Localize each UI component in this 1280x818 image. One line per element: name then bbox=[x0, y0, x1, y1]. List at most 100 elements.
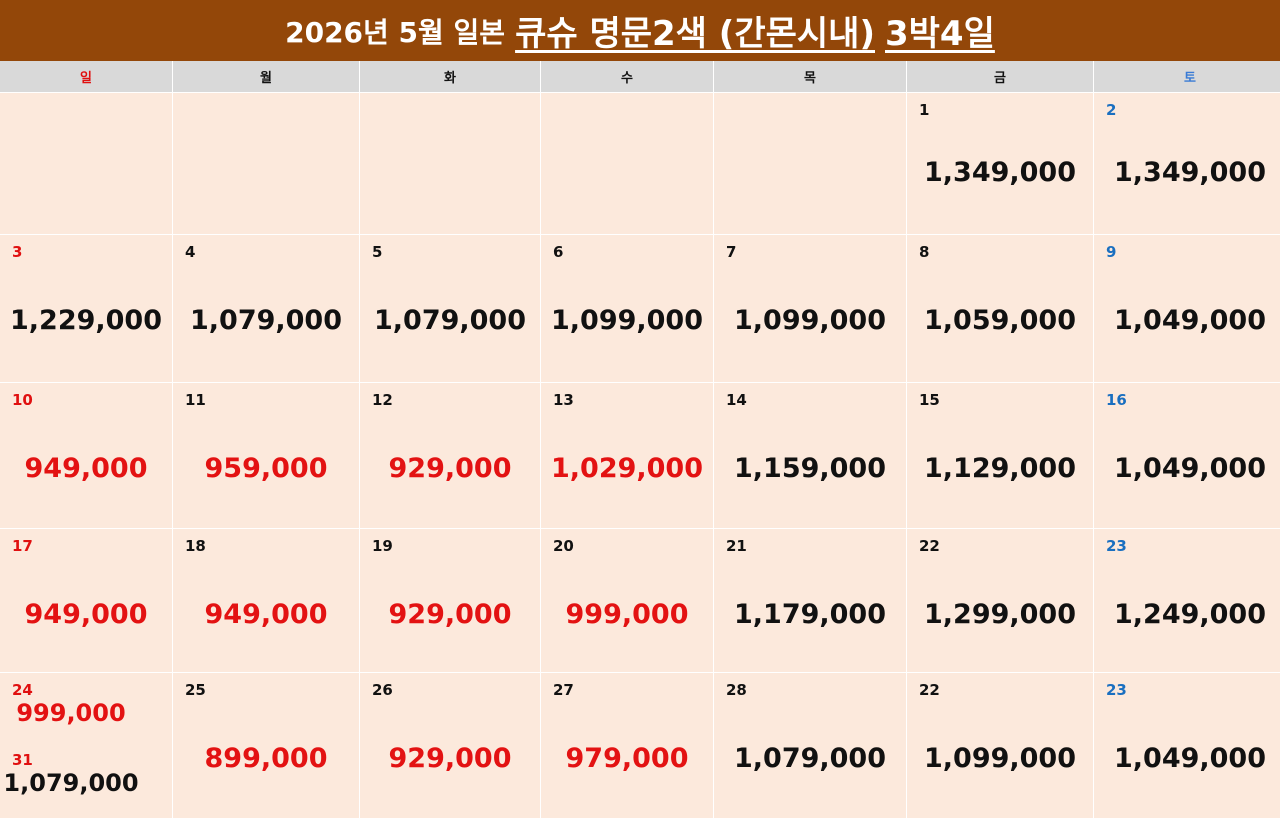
tour-price: 1,099,000 bbox=[923, 743, 1077, 774]
tour-price: 999,000 bbox=[16, 699, 126, 727]
calendar-day-cell[interactable]: 20 999,000 bbox=[541, 529, 713, 672]
tour-price: 1,029,000 bbox=[550, 453, 704, 484]
calendar-day-cell[interactable]: 28 1,079,000 bbox=[714, 673, 906, 818]
calendar-day-cell[interactable]: 27 979,000 bbox=[541, 673, 713, 818]
tour-price: 1,079,000 bbox=[189, 305, 343, 336]
tour-price: 1,049,000 bbox=[1113, 453, 1267, 484]
day-number: 12 bbox=[372, 391, 393, 409]
tour-price: 979,000 bbox=[565, 743, 689, 774]
tour-price: 1,079,000 bbox=[373, 305, 527, 336]
weekday-header: 수 bbox=[541, 61, 713, 92]
day-number: 25 bbox=[185, 681, 206, 699]
calendar-day-cell[interactable]: 24 999,000 31 1,079,000 bbox=[0, 673, 172, 818]
tour-price: 1,349,000 bbox=[1113, 157, 1267, 188]
calendar-day-cell[interactable]: 15 1,129,000 bbox=[907, 383, 1093, 528]
day-number: 28 bbox=[726, 681, 747, 699]
day-number: 8 bbox=[919, 243, 930, 261]
weekday-header: 화 bbox=[360, 61, 540, 92]
tour-price: 1,129,000 bbox=[923, 453, 1077, 484]
tour-price: 1,249,000 bbox=[1113, 599, 1267, 630]
calendar-day-cell[interactable]: 16 1,049,000 bbox=[1094, 383, 1280, 528]
tour-price: 1,229,000 bbox=[9, 305, 163, 336]
title-suffix: 3박4일 bbox=[885, 14, 995, 54]
calendar-day-cell[interactable]: 21 1,179,000 bbox=[714, 529, 906, 672]
calendar-day-cell[interactable]: 22 1,299,000 bbox=[907, 529, 1093, 672]
day-number: 27 bbox=[553, 681, 574, 699]
calendar-day-cell bbox=[714, 93, 906, 234]
calendar-day-cell[interactable]: 4 1,079,000 bbox=[173, 235, 359, 382]
calendar-day-cell[interactable]: 23 1,249,000 bbox=[1094, 529, 1280, 672]
calendar-day-cell[interactable]: 18 949,000 bbox=[173, 529, 359, 672]
weekday-header: 일 bbox=[0, 61, 172, 92]
day-number: 23 bbox=[1106, 537, 1127, 555]
title-highlight: 큐슈 명문2색 (간몬시내) bbox=[515, 14, 875, 54]
tour-price: 1,059,000 bbox=[923, 305, 1077, 336]
tour-price: 1,049,000 bbox=[1113, 743, 1267, 774]
tour-price: 999,000 bbox=[565, 599, 689, 630]
calendar-day-cell[interactable]: 2 1,349,000 bbox=[1094, 93, 1280, 234]
weekday-header: 토 bbox=[1094, 61, 1280, 92]
tour-price: 949,000 bbox=[24, 599, 148, 630]
day-number: 5 bbox=[372, 243, 383, 261]
day-number: 31 bbox=[12, 751, 33, 769]
weekday-header: 월 bbox=[173, 61, 359, 92]
day-number: 18 bbox=[185, 537, 206, 555]
tour-price: 1,299,000 bbox=[923, 599, 1077, 630]
day-number: 6 bbox=[553, 243, 564, 261]
day-number: 7 bbox=[726, 243, 737, 261]
calendar-day-cell bbox=[541, 93, 713, 234]
tour-price: 1,079,000 bbox=[3, 769, 139, 797]
day-number: 3 bbox=[12, 243, 23, 261]
calendar-day-cell[interactable]: 13 1,029,000 bbox=[541, 383, 713, 528]
day-number: 22 bbox=[919, 681, 940, 699]
calendar-day-cell[interactable]: 25 899,000 bbox=[173, 673, 359, 818]
tour-price: 1,099,000 bbox=[550, 305, 704, 336]
calendar-day-cell[interactable]: 23 1,049,000 bbox=[1094, 673, 1280, 818]
weekday-header: 목 bbox=[714, 61, 906, 92]
calendar-title: 2026년 5월 일본 큐슈 명문2색 (간몬시내) 3박4일 bbox=[0, 0, 1280, 61]
calendar-day-cell[interactable]: 17 949,000 bbox=[0, 529, 172, 672]
calendar-day-cell[interactable]: 7 1,099,000 bbox=[714, 235, 906, 382]
calendar-day-cell[interactable]: 26 929,000 bbox=[360, 673, 540, 818]
day-number: 14 bbox=[726, 391, 747, 409]
calendar-day-cell[interactable]: 1 1,349,000 bbox=[907, 93, 1093, 234]
calendar-day-cell[interactable]: 22 1,099,000 bbox=[907, 673, 1093, 818]
day-number: 22 bbox=[919, 537, 940, 555]
calendar-day-cell[interactable]: 8 1,059,000 bbox=[907, 235, 1093, 382]
calendar-day-cell[interactable]: 11 959,000 bbox=[173, 383, 359, 528]
calendar-day-cell[interactable]: 19 929,000 bbox=[360, 529, 540, 672]
calendar-day-cell[interactable]: 14 1,159,000 bbox=[714, 383, 906, 528]
tour-price: 1,179,000 bbox=[733, 599, 887, 630]
tour-price: 1,079,000 bbox=[733, 743, 887, 774]
calendar-day-cell[interactable]: 3 1,229,000 bbox=[0, 235, 172, 382]
day-number: 11 bbox=[185, 391, 206, 409]
weekday-header: 금 bbox=[907, 61, 1093, 92]
day-number: 1 bbox=[919, 101, 930, 119]
title-prefix: 2026년 5월 일본 bbox=[285, 15, 506, 49]
tour-price: 929,000 bbox=[388, 599, 512, 630]
calendar-day-cell[interactable]: 10 949,000 bbox=[0, 383, 172, 528]
day-number: 2 bbox=[1106, 101, 1117, 119]
tour-price: 1,349,000 bbox=[923, 157, 1077, 188]
tour-price: 949,000 bbox=[24, 453, 148, 484]
tour-price: 929,000 bbox=[388, 453, 512, 484]
calendar-day-cell bbox=[0, 93, 172, 234]
tour-price: 1,049,000 bbox=[1113, 305, 1267, 336]
day-number: 13 bbox=[553, 391, 574, 409]
day-number: 16 bbox=[1106, 391, 1127, 409]
calendar-day-cell[interactable]: 6 1,099,000 bbox=[541, 235, 713, 382]
tour-price: 929,000 bbox=[388, 743, 512, 774]
price-calendar: 일 월 화 수 목 금 토 1 1,349,000 2 1,349,000 3 1,229,000 4 1,… bbox=[0, 61, 1280, 818]
calendar-day-cell[interactable]: 12 929,000 bbox=[360, 383, 540, 528]
day-number: 20 bbox=[553, 537, 574, 555]
tour-price: 959,000 bbox=[204, 453, 328, 484]
tour-price: 949,000 bbox=[204, 599, 328, 630]
day-number: 24 bbox=[12, 681, 33, 699]
calendar-day-cell bbox=[360, 93, 540, 234]
tour-price: 1,159,000 bbox=[733, 453, 887, 484]
calendar-day-cell[interactable]: 9 1,049,000 bbox=[1094, 235, 1280, 382]
day-number: 19 bbox=[372, 537, 393, 555]
tour-price: 1,099,000 bbox=[733, 305, 887, 336]
calendar-day-cell[interactable]: 5 1,079,000 bbox=[360, 235, 540, 382]
day-number: 10 bbox=[12, 391, 33, 409]
